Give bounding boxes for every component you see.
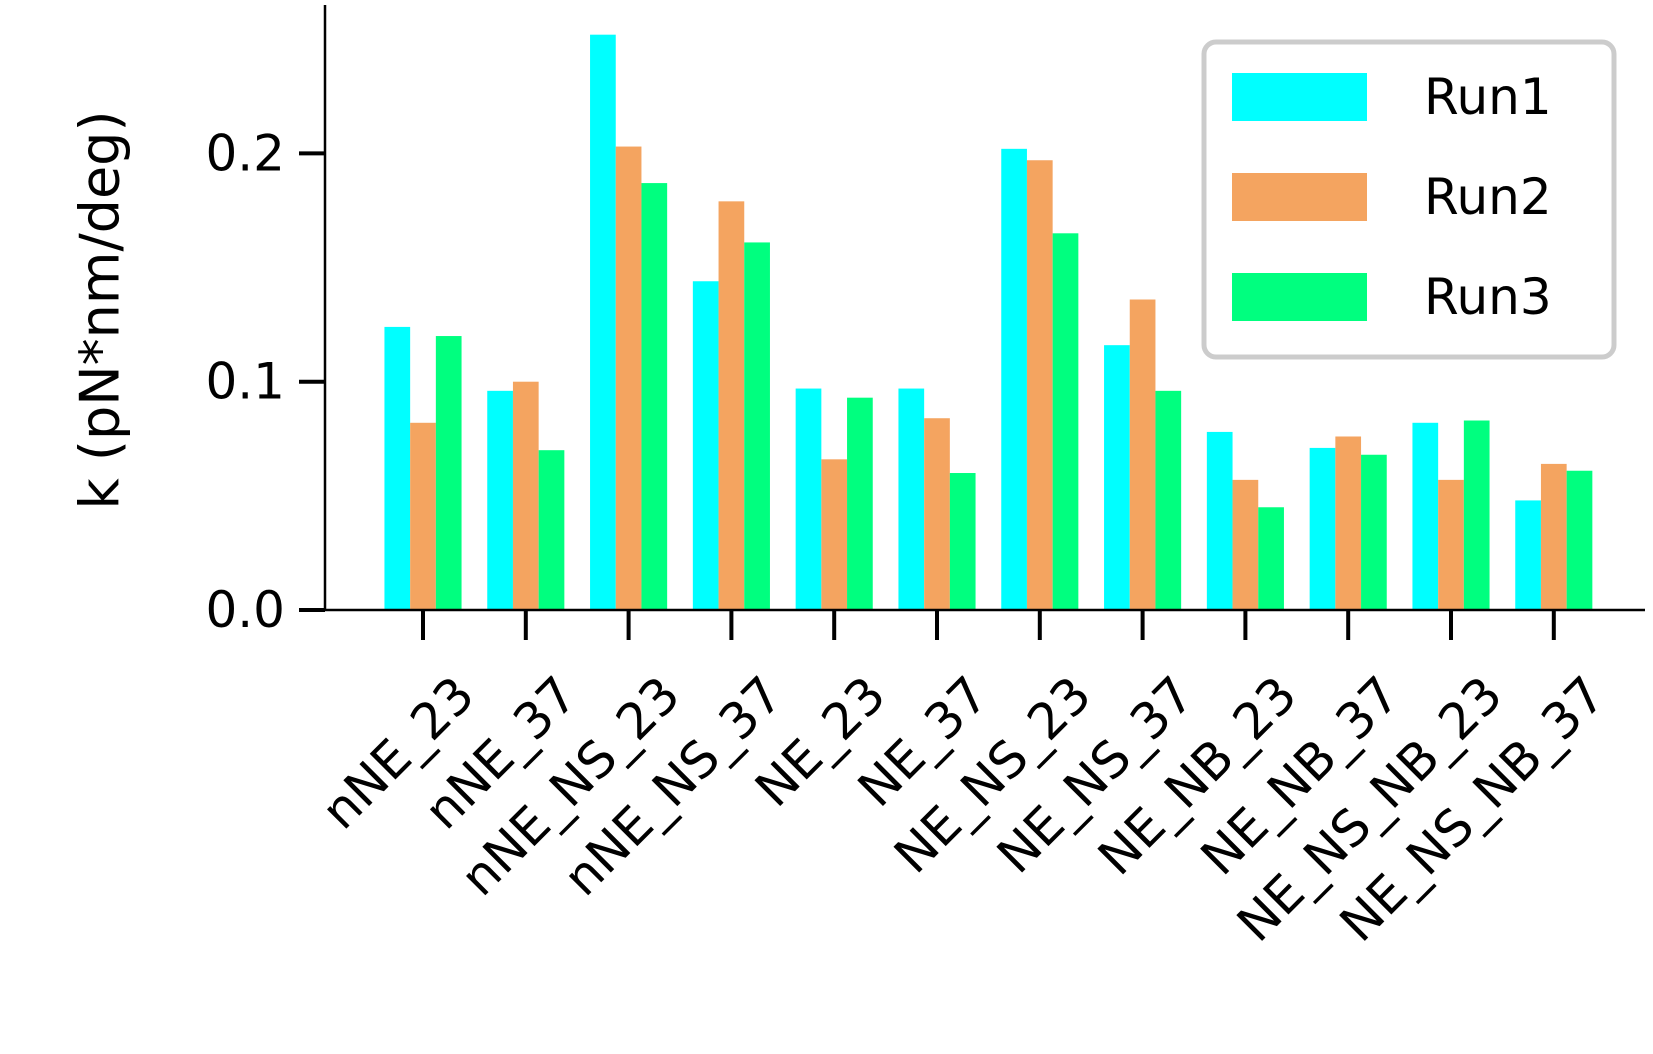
legend-swatch-run1 <box>1232 73 1367 121</box>
bar-run2-nne-37 <box>512 381 539 610</box>
y-tick-label: 0.0 <box>205 581 285 639</box>
bar-run2-ne-ns-37 <box>1129 299 1156 610</box>
bar-run2-ne-23 <box>821 459 848 610</box>
bars-layer <box>384 34 1593 611</box>
bar-run1-ne-37 <box>898 388 925 610</box>
bar-run1-ne-23 <box>795 388 822 610</box>
bar-run3-nne-ns-23 <box>641 183 668 610</box>
bar-run3-nne-ns-37 <box>744 242 770 610</box>
bar-run1-ne-ns-37 <box>1104 345 1130 610</box>
bar-run1-nne-37 <box>487 390 513 610</box>
y-axis-title: k (pN*nm/deg) <box>69 110 132 509</box>
bar-run3-ne-ns-nb-23 <box>1463 420 1490 610</box>
bar-run2-ne-ns-23 <box>1026 160 1053 610</box>
bar-run3-ne-ns-37 <box>1155 390 1182 610</box>
bar-run1-nne-23 <box>384 326 411 610</box>
legend: Run1 Run2 Run3 <box>1201 39 1617 360</box>
bar-run2-ne-nb-37 <box>1335 436 1362 610</box>
bar-run1-ne-ns-nb-37 <box>1515 500 1541 610</box>
bar-run2-nne-ns-37 <box>718 201 745 610</box>
bar-run3-ne-nb-23 <box>1258 507 1284 610</box>
legend-swatch-run2 <box>1232 173 1367 221</box>
bar-run3-ne-nb-37 <box>1361 454 1387 610</box>
bar-run2-ne-nb-23 <box>1232 479 1259 610</box>
bar-run1-nne-ns-37 <box>692 281 719 610</box>
legend-label-run2: Run2 <box>1424 168 1552 226</box>
bar-run1-nne-ns-23 <box>590 34 616 611</box>
legend-swatch-run3 <box>1232 273 1367 321</box>
bar-run3-nne-37 <box>538 450 565 610</box>
y-tick-label: 0.1 <box>205 353 285 411</box>
bar-run1-ne-nb-23 <box>1206 431 1233 610</box>
bar-run3-ne-23 <box>847 397 873 610</box>
bar-run2-ne-ns-nb-37 <box>1540 463 1567 610</box>
bar-run2-ne-ns-nb-23 <box>1438 479 1464 610</box>
bar-run1-ne-ns-23 <box>1001 148 1027 610</box>
bar-run2-ne-37 <box>924 418 950 610</box>
bar-run3-ne-37 <box>949 473 976 610</box>
bar-run3-ne-ns-nb-37 <box>1566 470 1593 610</box>
bar-run2-nne-23 <box>410 422 436 610</box>
bar-run1-ne-ns-nb-23 <box>1412 422 1439 610</box>
y-tick-label: 0.2 <box>205 124 285 182</box>
bar-run2-nne-ns-23 <box>615 146 642 611</box>
legend-label-run1: Run1 <box>1424 68 1552 126</box>
bar-run3-ne-ns-23 <box>1052 233 1079 611</box>
legend-label-run3: Run3 <box>1424 268 1552 326</box>
bar-run3-nne-23 <box>435 336 462 610</box>
bar-run1-ne-nb-37 <box>1309 447 1336 610</box>
